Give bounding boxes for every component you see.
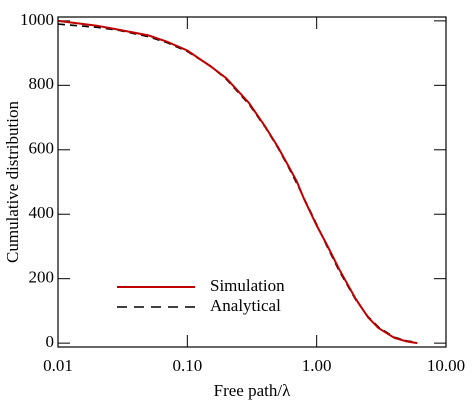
y-tick-label: 800 <box>29 74 55 93</box>
x-tick-label: 10.00 <box>427 356 465 375</box>
x-tick-label: 0.01 <box>43 356 73 375</box>
x-tick-label: 1.00 <box>302 356 332 375</box>
y-axis-label: Cumulative distribution <box>3 101 22 263</box>
y-tick-label: 400 <box>29 203 55 222</box>
x-axis-label: Free path/λ <box>214 381 291 400</box>
legend-label: Analytical <box>210 296 281 315</box>
series-line <box>57 19 418 345</box>
legend-label: Simulation <box>210 276 285 295</box>
y-tick-label: 600 <box>29 139 55 158</box>
y-tick-label: 0 <box>46 332 55 351</box>
y-tick-label: 200 <box>29 268 55 287</box>
y-tick-label: 1000 <box>20 10 54 29</box>
plot-frame <box>57 16 447 348</box>
x-tick-label: 0.10 <box>172 356 202 375</box>
